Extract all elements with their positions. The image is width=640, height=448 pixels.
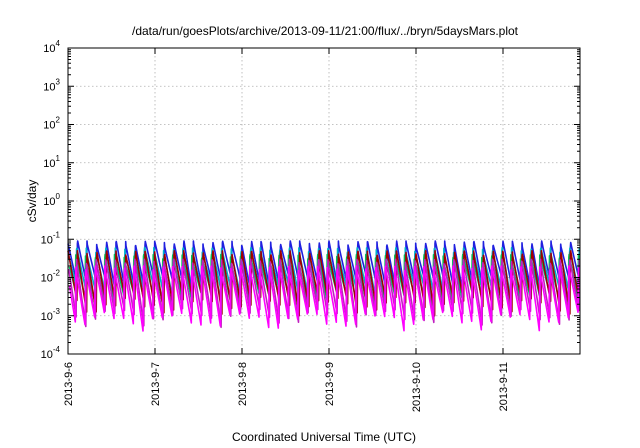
series-line xyxy=(67,258,581,329)
x-axis-label: Coordinated Universal Time (UTC) xyxy=(232,430,416,444)
x-tick-labels: 2013-9-6 2013-9-7 2013-9-8 2013-9-9 2013-9-1… xyxy=(63,362,510,412)
y-tick-label: 10-1 xyxy=(41,230,61,246)
y-tick-label: 10-4 xyxy=(41,345,61,361)
x-tick-label: 2013-9-11 xyxy=(498,362,510,411)
x-tick-label: 2013-9-10 xyxy=(411,362,423,412)
tick-marks xyxy=(67,47,580,355)
chart-title: /data/run/goesPlots/archive/2013-09-11/2… xyxy=(132,24,519,38)
series-layer xyxy=(67,240,581,332)
x-tick-label: 2013-9-9 xyxy=(324,362,336,406)
y-tick-label: 102 xyxy=(43,116,60,132)
y-tick-label: 103 xyxy=(43,77,60,93)
y-tick-label: 104 xyxy=(43,39,60,55)
y-tick-labels: 10-4 10-3 10-2 10-1 100 101 102 103 104 xyxy=(41,39,61,361)
y-tick-label: 10-3 xyxy=(41,307,61,323)
x-tick-label: 2013-9-6 xyxy=(63,362,75,406)
y-axis-label: cSv/day xyxy=(25,180,39,223)
x-tick-label: 2013-9-7 xyxy=(150,362,162,406)
x-tick-label: 2013-9-8 xyxy=(237,362,249,406)
series-line xyxy=(68,265,580,332)
y-tick-label: 101 xyxy=(43,154,60,170)
y-tick-label: 10-2 xyxy=(41,269,61,285)
y-tick-label: 100 xyxy=(43,192,60,208)
